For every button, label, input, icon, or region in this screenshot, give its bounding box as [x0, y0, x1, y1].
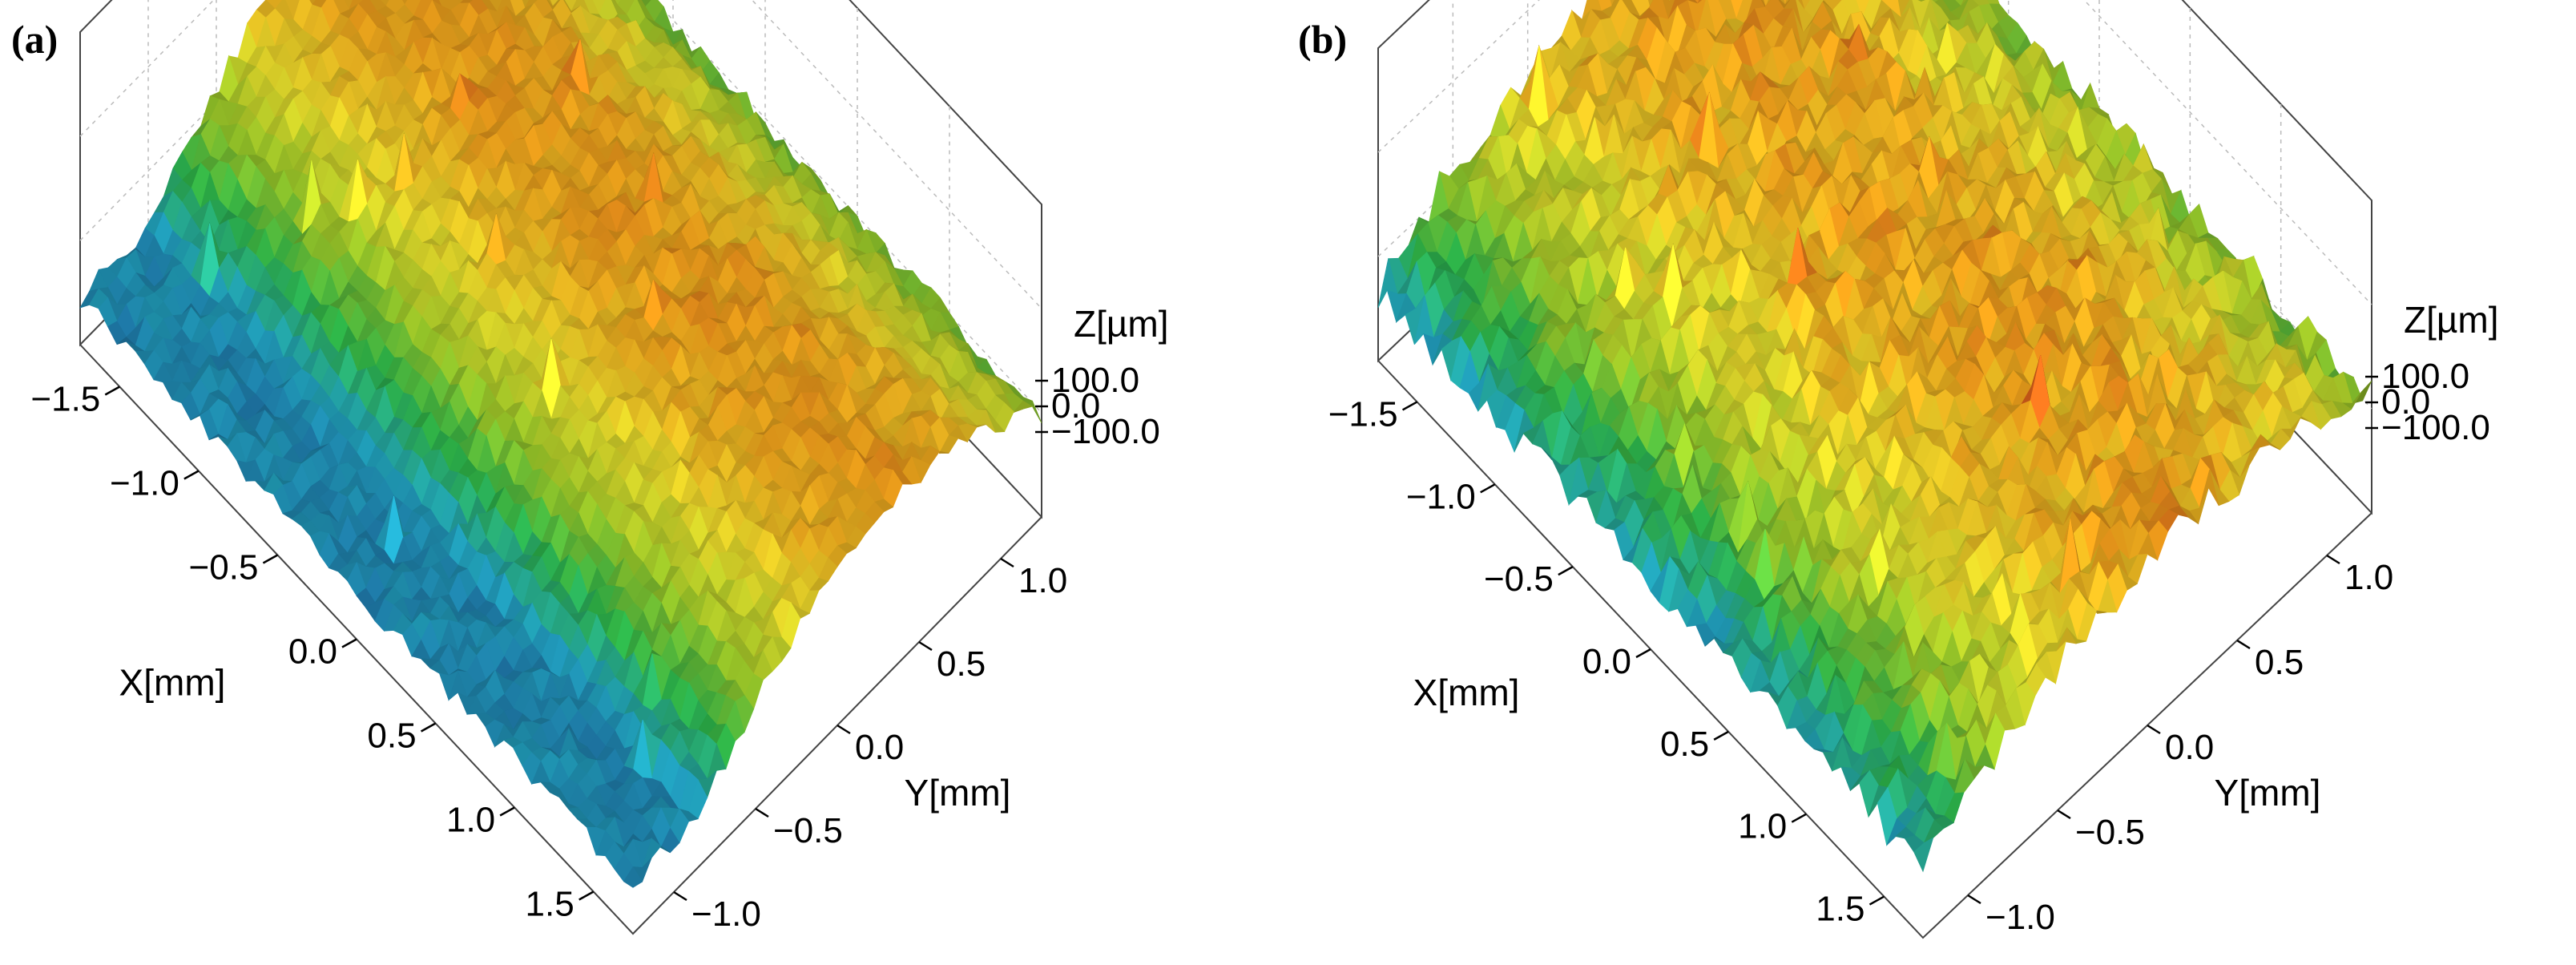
y-tick-mark — [755, 807, 769, 818]
x-tick-label: 0.0 — [288, 632, 337, 672]
x-axis: −1.5 −1.0 −0.5 0.0 0.5 1.0 1.5 X[mm] — [30, 380, 595, 924]
surface-facet — [614, 0, 622, 6]
y-tick-label: −0.5 — [773, 811, 843, 850]
surface — [1377, 0, 2372, 873]
x-tick-mark — [499, 806, 515, 817]
y-axis-label: Y[mm] — [905, 772, 1011, 814]
grid-line — [79, 0, 1042, 309]
x-tick-mark — [578, 890, 595, 901]
x-tick-label: −1.0 — [110, 464, 179, 503]
y-axis: −1.0 −0.5 0.0 0.5 1.0 Y[mm] — [673, 557, 1067, 934]
y-tick-label: 1.0 — [1018, 561, 1067, 600]
surface-facet — [437, 0, 446, 7]
x-tick-label: 0.5 — [367, 717, 416, 756]
panel-label: (a) — [11, 17, 58, 62]
x-tick-mark — [341, 638, 357, 648]
y-tick-label: 0.0 — [855, 728, 904, 767]
z-tick-label: 100.0 — [1051, 361, 1139, 400]
x-tick-label: 1.5 — [526, 885, 574, 924]
surface-facet — [401, 0, 409, 6]
y-tick-label: −1.0 — [691, 894, 761, 934]
panel-b: −1.5−1.0−0.50.00.51.01.5X[mm]−1.0−0.50.0… — [1298, 0, 2498, 939]
z-axis-label: Z[µm] — [1074, 303, 1168, 345]
y-tick-label: 0.5 — [937, 644, 986, 684]
z-axis: 100.00.0−100.0 Z[µm] — [1035, 303, 1168, 451]
x-tick-mark — [183, 470, 200, 480]
x-tick-mark — [420, 722, 437, 733]
x-tick-mark — [104, 386, 120, 396]
z-tick-label: −100.0 — [1051, 412, 1160, 451]
z-tick-label: 0.0 — [1051, 386, 1100, 426]
front-edge — [1377, 360, 2372, 939]
x-axis-label: X[mm] — [119, 662, 226, 704]
panel-a: −1.5 −1.0 −0.5 0.0 0.5 1.0 1.5 X[mm] −1.0 −0.5 0.0… — [11, 0, 1168, 935]
surface-facet — [521, 0, 530, 10]
y-tick-mark — [918, 640, 933, 652]
x-tick-label: −0.5 — [189, 548, 259, 587]
x-tick-label: −1.5 — [30, 380, 100, 419]
y-tick-mark — [836, 724, 851, 735]
x-tick-mark — [262, 554, 279, 564]
surface-facet — [457, 0, 465, 4]
surface — [79, 0, 1042, 888]
x-tick-label: 1.0 — [446, 801, 495, 840]
grid-line — [1377, 0, 2372, 305]
surface-facet — [623, 866, 643, 888]
y-tick-mark — [673, 890, 687, 902]
front-edge — [79, 344, 1042, 935]
surface-facet — [308, 0, 316, 6]
y-tick-mark — [1000, 557, 1014, 568]
